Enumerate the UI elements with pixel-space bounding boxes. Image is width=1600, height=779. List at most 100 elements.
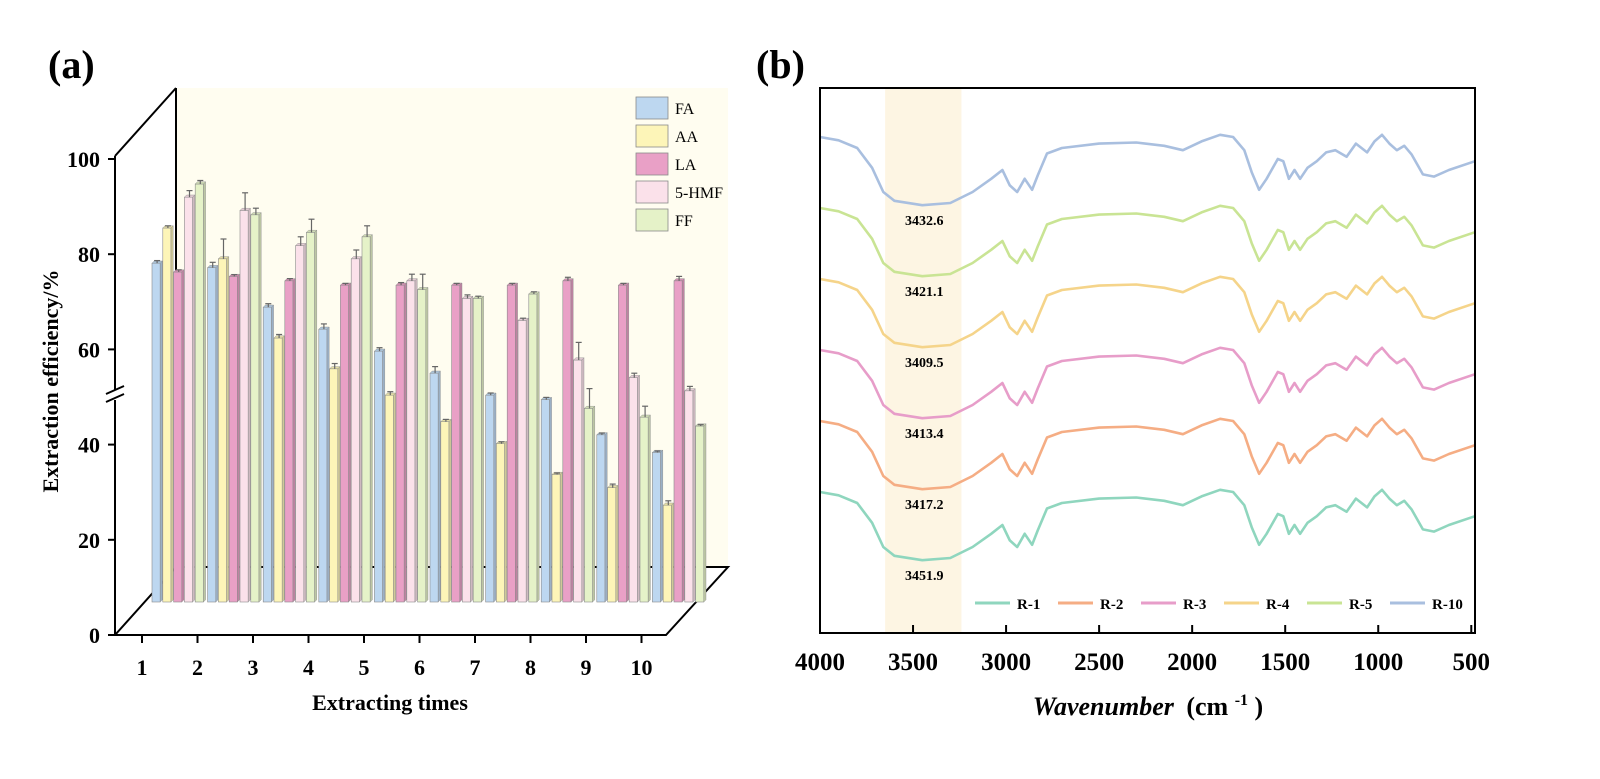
bar-aa-10 bbox=[662, 504, 672, 603]
bar-ff-5 bbox=[417, 289, 427, 603]
bar-side bbox=[504, 440, 507, 603]
bar-fa-3 bbox=[262, 306, 272, 603]
panel-b-ftir-chart: (b) 3451.9 3417.2 3413.4 3409.5 3421.1 3432.6… bbox=[756, 42, 1490, 721]
legend-label-b: R-2 bbox=[1100, 597, 1123, 613]
bar-group bbox=[151, 179, 707, 603]
bar-side bbox=[515, 282, 518, 603]
bar-5-hmf-8 bbox=[573, 359, 583, 603]
spectrum-r-4 bbox=[819, 275, 1476, 349]
x-axis-label: Extracting times bbox=[312, 690, 468, 715]
x-tick-label-b: 1500 bbox=[1260, 649, 1310, 676]
bar-side bbox=[359, 256, 362, 603]
bar-side bbox=[438, 370, 441, 603]
bar-side bbox=[348, 282, 351, 603]
x-tick-group: 1 2 3 4 5 6 7 8 9 10 bbox=[137, 635, 653, 680]
legend-label: LA bbox=[675, 157, 697, 174]
x-axis-label-main: Wavenumber bbox=[1033, 692, 1175, 721]
x-tick-label: 6 bbox=[414, 655, 425, 680]
legend-label-b: R-4 bbox=[1266, 597, 1290, 613]
bar-side bbox=[337, 366, 341, 603]
peak-label-r-5: 3421.1 bbox=[905, 285, 944, 300]
plot-frame bbox=[819, 87, 1476, 634]
peak-label-r-4: 3409.5 bbox=[905, 356, 944, 371]
bar-aa-9 bbox=[607, 487, 617, 603]
spectrum-r-5 bbox=[819, 204, 1476, 278]
peak-label-r-2: 3417.2 bbox=[905, 498, 944, 513]
x-tick-label: 10 bbox=[631, 655, 653, 680]
bar-side bbox=[604, 432, 608, 603]
bar-la-9 bbox=[618, 284, 627, 603]
x-tick-label: 1 bbox=[137, 655, 148, 680]
legend-label-b: R-5 bbox=[1349, 597, 1372, 613]
bar-side bbox=[692, 388, 696, 603]
legend-label: FF bbox=[675, 213, 693, 230]
bar-fa-5 bbox=[374, 350, 383, 603]
bar-side bbox=[526, 317, 529, 603]
bar-side bbox=[314, 229, 317, 603]
x-tick-label-b: 3000 bbox=[981, 649, 1031, 676]
bar-side bbox=[425, 286, 429, 603]
bar-ff-3 bbox=[306, 232, 315, 603]
bar-side bbox=[671, 502, 674, 603]
bar-5-hmf-2 bbox=[239, 210, 249, 603]
bar-side bbox=[470, 295, 473, 603]
panel-a-bar-chart: (a) 0 20 40 60 80 100 1 2 3 4 5 6 7 8 9 10 Extraction … bbox=[38, 42, 731, 715]
bar-side bbox=[549, 396, 552, 603]
bar-aa-4 bbox=[329, 368, 339, 603]
x-tick-label: 2 bbox=[192, 655, 203, 680]
x-tick-label: 9 bbox=[581, 655, 592, 680]
bar-la-10 bbox=[673, 280, 683, 603]
bar-side bbox=[448, 418, 452, 603]
peak-label-group: 3451.9 3417.2 3413.4 3409.5 3421.1 3432.6 bbox=[905, 214, 944, 584]
x-tick-label-b: 3500 bbox=[888, 649, 938, 676]
bar-fa-2 bbox=[207, 267, 217, 603]
bar-side bbox=[271, 304, 274, 603]
legend-b: R-1 R-2 R-3 R-4 R-5 R-10 bbox=[975, 597, 1463, 613]
legend-swatch-5-hmf bbox=[635, 180, 669, 204]
bar-la-5 bbox=[395, 284, 405, 603]
bar-side bbox=[660, 449, 663, 603]
bar-side bbox=[615, 484, 619, 603]
x-axis-label-close: ) bbox=[1255, 692, 1264, 721]
bar-side bbox=[226, 256, 230, 603]
bar-ff-9 bbox=[639, 416, 649, 603]
bar-side bbox=[404, 282, 407, 603]
spectra-group bbox=[819, 133, 1476, 562]
x-tick-group-b: 4000 3500 3000 2500 2000 1500 1000 500 bbox=[795, 625, 1490, 676]
bar-side bbox=[648, 414, 651, 603]
legend-label-b: R-3 bbox=[1183, 597, 1206, 613]
bar-side bbox=[326, 326, 330, 603]
bar-5-hmf-1 bbox=[184, 196, 193, 603]
bar-side bbox=[215, 264, 219, 603]
legend: FA AA LA 5-HMF FF bbox=[635, 96, 723, 232]
y-tick-label: 60 bbox=[78, 337, 100, 362]
x-tick-label-b: 2500 bbox=[1074, 649, 1124, 676]
bar-5-hmf-3 bbox=[295, 245, 305, 603]
bar-side bbox=[459, 282, 463, 603]
y-tick-label: 20 bbox=[78, 528, 100, 553]
highlight-band bbox=[885, 88, 962, 633]
bar-side bbox=[292, 278, 296, 603]
bar-ff-6 bbox=[472, 298, 482, 603]
bar-side bbox=[282, 335, 285, 603]
bar-side bbox=[414, 278, 418, 603]
bar-side bbox=[382, 348, 385, 603]
bar-side bbox=[303, 242, 307, 603]
legend-label: 5-HMF bbox=[675, 185, 723, 202]
legend-label-b: R-1 bbox=[1017, 597, 1040, 613]
bar-side bbox=[170, 225, 174, 603]
y-axis-label: Extraction efficiency/% bbox=[38, 270, 63, 493]
bar-side bbox=[203, 181, 206, 603]
spectrum-r-2 bbox=[819, 417, 1476, 491]
x-tick-label: 4 bbox=[303, 655, 314, 680]
bar-side bbox=[481, 295, 484, 603]
x-tick-label: 5 bbox=[359, 655, 370, 680]
bar-la-8 bbox=[562, 280, 572, 603]
bar-la-2 bbox=[228, 276, 238, 603]
bar-la-6 bbox=[451, 284, 461, 603]
bar-la-3 bbox=[284, 280, 294, 603]
bar-side bbox=[560, 471, 563, 603]
bar-ff-1 bbox=[194, 183, 204, 603]
legend-swatch-aa bbox=[635, 124, 669, 148]
